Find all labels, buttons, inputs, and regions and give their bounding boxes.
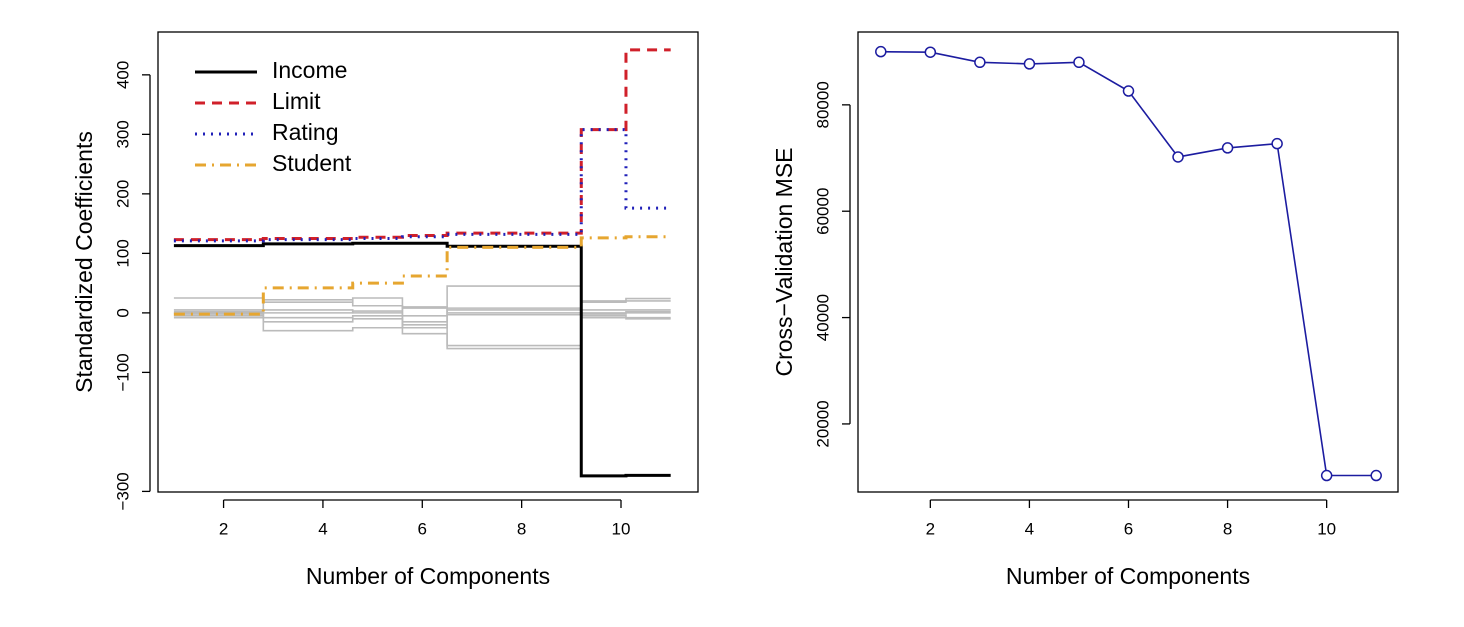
- x-tick-label: 10: [1317, 519, 1336, 538]
- series-line: [173, 128, 671, 243]
- series-line: [173, 297, 671, 317]
- y-axis-title: Standardized Coefficients: [71, 131, 97, 393]
- point: [1122, 85, 1135, 97]
- y-tick-label: −300: [113, 472, 132, 510]
- y-tick-label: 0: [113, 308, 132, 317]
- x-axis-title: Number of Components: [1006, 563, 1250, 589]
- plot-frame: [857, 31, 1399, 493]
- point: [924, 46, 937, 58]
- x-tick-label: 2: [926, 519, 935, 538]
- series-line: [173, 306, 671, 317]
- y-tick-label: 20000: [813, 400, 832, 447]
- point: [974, 56, 986, 69]
- x-tick-label: 8: [517, 519, 526, 538]
- y-tick-label: 400: [113, 61, 132, 89]
- x-tick-label: 4: [318, 519, 327, 538]
- series-line: [173, 235, 671, 316]
- x-tick-label: 4: [1025, 519, 1034, 538]
- series-line: [173, 313, 671, 347]
- plot-frame: [157, 31, 699, 493]
- legend-label: Student: [272, 150, 352, 176]
- legend-label: Rating: [272, 119, 338, 145]
- point: [1172, 151, 1184, 163]
- y-axis-title: Cross−Validation MSE: [771, 147, 797, 376]
- x-tick-label: 8: [1223, 519, 1232, 538]
- point: [1320, 469, 1333, 482]
- point: [1073, 56, 1085, 69]
- series-line: [173, 241, 671, 478]
- point: [1271, 137, 1283, 150]
- legend-label: Limit: [272, 88, 321, 114]
- point: [875, 45, 887, 58]
- x-tick-label: 2: [219, 519, 228, 538]
- point: [1023, 58, 1036, 70]
- series-line: [173, 309, 671, 329]
- series-line: [173, 285, 671, 309]
- y-tick-label: 300: [113, 120, 132, 148]
- y-tick-label: −100: [113, 353, 132, 391]
- point: [1370, 469, 1382, 482]
- y-tick-label: 200: [113, 180, 132, 208]
- legend-label: Income: [272, 57, 347, 83]
- x-tick-label: 6: [418, 519, 427, 538]
- y-tick-label: 40000: [813, 294, 832, 341]
- series-line: [173, 48, 671, 242]
- y-tick-label: 60000: [813, 188, 832, 235]
- point: [1221, 142, 1234, 154]
- x-tick-label: 10: [612, 519, 631, 538]
- series-line: [880, 50, 1377, 477]
- x-axis-title: Number of Components: [306, 563, 550, 589]
- series-line: [173, 310, 671, 350]
- y-tick-label: 80000: [813, 81, 832, 128]
- x-tick-label: 6: [1124, 519, 1133, 538]
- y-tick-label: 100: [113, 239, 132, 267]
